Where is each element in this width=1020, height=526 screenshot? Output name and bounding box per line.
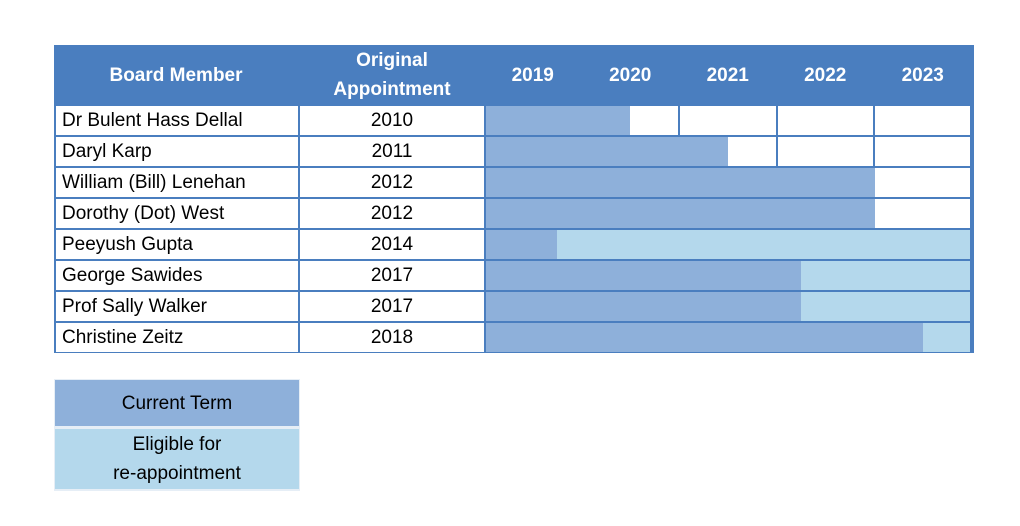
eligible-bar	[922, 323, 970, 352]
member-name: Prof Sally Walker	[56, 292, 298, 321]
appointment-year: 2017	[300, 261, 484, 290]
current-term-bar	[486, 199, 874, 228]
member-name: Daryl Karp	[56, 137, 298, 166]
appointment-year: 2010	[300, 106, 484, 135]
current-term-bar	[486, 168, 874, 197]
header-year-2022: 2022	[804, 64, 847, 86]
year-separator	[873, 137, 875, 166]
member-name: Christine Zeitz	[56, 323, 298, 352]
year-separator	[775, 199, 778, 228]
year-separator	[873, 199, 875, 228]
current-term-bar	[486, 261, 801, 290]
eligible-bar	[800, 261, 970, 290]
appointment-year: 2018	[300, 323, 484, 352]
year-separator	[580, 292, 583, 321]
legend-item: Eligible for re-appointment	[55, 429, 299, 489]
year-separator	[873, 292, 875, 321]
year-separator	[678, 292, 680, 321]
eligible-bar	[800, 292, 970, 321]
member-name: Peeyush Gupta	[56, 230, 298, 259]
year-separator	[580, 230, 583, 259]
year-separator	[873, 106, 875, 135]
year-separator	[580, 323, 583, 352]
year-separator	[580, 199, 583, 228]
appointment-year: 2014	[300, 230, 484, 259]
header-board-member: Board Member	[109, 64, 243, 86]
year-separator	[580, 261, 583, 290]
year-separator	[580, 168, 583, 197]
member-name: George Sawides	[56, 261, 298, 290]
board-appointment-chart: Board Member Original Appointment 2019 2020…	[54, 45, 974, 355]
year-separator	[775, 292, 778, 321]
year-separator	[678, 199, 680, 228]
member-name: Dorothy (Dot) West	[56, 199, 298, 228]
year-separator	[678, 137, 680, 166]
header-year-2020: 2020	[609, 64, 652, 86]
year-separator	[678, 230, 680, 259]
member-name: Dr Bulent Hass Dellal	[56, 106, 298, 135]
header-original-appointment: Original Appointment	[333, 50, 451, 100]
year-separator	[775, 261, 778, 290]
year-separator	[775, 168, 778, 197]
year-separator	[678, 261, 680, 290]
header-year-2019: 2019	[511, 64, 554, 86]
appointment-year: 2012	[300, 199, 484, 228]
current-term-bar	[486, 230, 558, 259]
year-separator	[580, 106, 583, 135]
member-name: William (Bill) Lenehan	[56, 168, 298, 197]
year-separator	[873, 261, 875, 290]
appointment-year: 2011	[300, 137, 484, 166]
appointment-year: 2017	[300, 292, 484, 321]
year-separator	[775, 106, 778, 135]
year-separator	[775, 230, 778, 259]
legend-item: Current Term	[55, 380, 299, 426]
eligible-bar	[557, 230, 970, 259]
current-term-bar	[486, 106, 631, 135]
year-separator	[873, 168, 875, 197]
current-term-bar	[486, 292, 801, 321]
year-separator	[775, 137, 778, 166]
legend: Current Term Eligible for re-appointment	[54, 379, 300, 491]
year-separator	[873, 323, 875, 352]
year-separator	[678, 168, 680, 197]
year-separator	[873, 230, 875, 259]
year-separator	[775, 323, 778, 352]
appointment-year: 2012	[300, 168, 484, 197]
year-separator	[678, 106, 680, 135]
current-term-bar	[486, 137, 728, 166]
year-separator	[678, 323, 680, 352]
year-separator	[580, 137, 583, 166]
header-year-2021: 2021	[706, 64, 749, 86]
current-term-bar	[486, 323, 923, 352]
header-year-2023: 2023	[901, 64, 944, 86]
